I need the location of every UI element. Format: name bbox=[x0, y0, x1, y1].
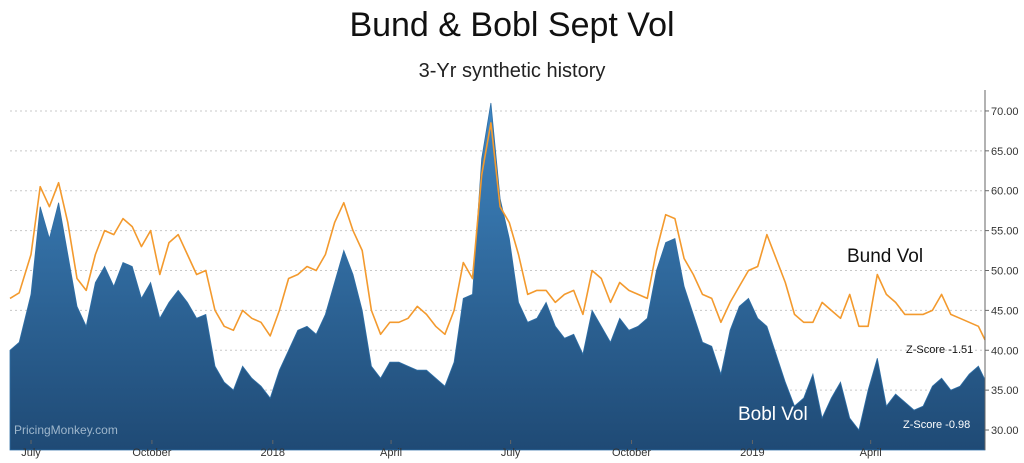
bund-line-layer bbox=[9, 122, 986, 341]
bobl-zscore-label: Z-Score -0.98 bbox=[903, 419, 970, 431]
bobl-vol-label: Bobl Vol bbox=[738, 404, 808, 425]
bund-zscore-label: Z-Score -1.51 bbox=[906, 344, 973, 356]
y-tick-label: 45.00 bbox=[991, 305, 1019, 317]
y-tick-label: 30.00 bbox=[991, 425, 1019, 437]
x-tick-label: October bbox=[132, 447, 171, 459]
bund-vol-label: Bund Vol bbox=[847, 246, 923, 267]
y-tick-label: 35.00 bbox=[991, 385, 1019, 397]
y-tick-label: 40.00 bbox=[991, 345, 1019, 357]
chart-title: Bund & Bobl Sept Vol bbox=[349, 6, 675, 44]
x-tick-label: July bbox=[501, 447, 521, 459]
y-tick-label: 60.00 bbox=[991, 186, 1019, 198]
x-tick-label: April bbox=[380, 447, 402, 459]
x-tick-label: April bbox=[860, 447, 882, 459]
y-tick-label: 55.00 bbox=[991, 226, 1019, 238]
bund-vol-line bbox=[9, 122, 986, 341]
y-tick-label: 70.00 bbox=[991, 106, 1019, 118]
annotation-layer: Bund Vol Bobl Vol Z-Score -1.51 Z-Score -0.… bbox=[14, 246, 973, 437]
x-tick-label: 2019 bbox=[740, 447, 764, 459]
bobl-area-layer bbox=[9, 102, 986, 451]
y-tick-label: 65.00 bbox=[991, 146, 1019, 158]
x-tick-label: 2018 bbox=[261, 447, 285, 459]
watermark: PricingMonkey.com bbox=[14, 423, 118, 437]
x-tick-label: July bbox=[21, 447, 41, 459]
chart-subtitle: 3-Yr synthetic history bbox=[418, 60, 606, 82]
y-tick-label: 50.00 bbox=[991, 265, 1019, 277]
x-tick-label: October bbox=[612, 447, 651, 459]
bobl-vol-area bbox=[9, 102, 986, 451]
axes: 30.00 35.00 40.00 45.00 50.00 55.00 60.00 65.00… bbox=[21, 90, 1019, 459]
